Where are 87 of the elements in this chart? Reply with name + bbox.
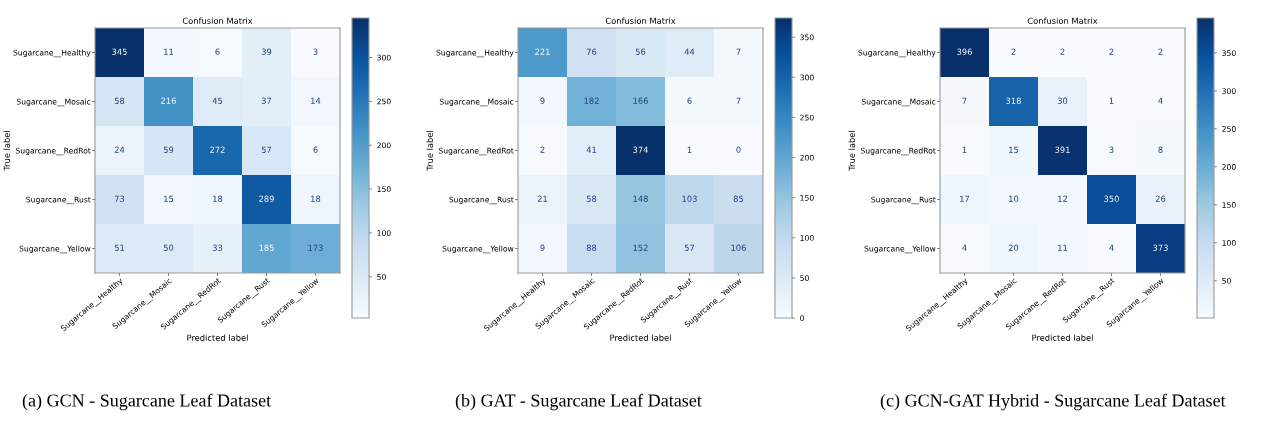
data-label: 30 [1057, 97, 1068, 104]
data-label: 173 [308, 244, 323, 251]
chart-title: Confusion Matrix [182, 17, 253, 24]
data-label: 1 [1109, 97, 1114, 104]
data-label: 216 [161, 97, 176, 104]
y-axis-title: True label [848, 131, 855, 171]
data-label: 106 [731, 244, 746, 251]
data-label: 56 [635, 48, 646, 55]
chart-title: Confusion Matrix [605, 17, 676, 24]
data-label: 50 [163, 244, 174, 251]
data-label: 11 [1058, 244, 1068, 251]
data-label: 73 [114, 195, 125, 202]
text: (c) GCN-GAT Hybrid - Sugarcane Leaf Dataset [880, 393, 1226, 411]
data-label: 58 [114, 97, 125, 104]
data-label: 289 [259, 195, 274, 202]
data-label: 24 [114, 146, 125, 153]
data-label: 350 [1104, 195, 1119, 202]
data-label: 15 [164, 195, 174, 202]
data-label: 85 [733, 195, 744, 202]
x-axis-title: Predicted label [1032, 334, 1093, 341]
x-axis-title: Predicted label [187, 334, 248, 341]
data-label: 3 [313, 48, 318, 55]
data-label: 33 [212, 244, 223, 251]
data-label: 1 [687, 146, 692, 153]
data-label: 221 [535, 48, 550, 55]
data-label: 18 [311, 195, 321, 202]
data-label: 4 [1158, 97, 1163, 104]
data-label: 345 [112, 48, 127, 55]
data-label: 185 [259, 244, 274, 251]
data-label: 6 [313, 146, 318, 153]
data-label: 57 [261, 146, 272, 153]
text: (a) GCN - Sugarcane Leaf Dataset [22, 393, 272, 411]
data-label: 1 [962, 146, 967, 153]
data-label: 14 [311, 97, 321, 104]
data-label: 152 [633, 244, 648, 251]
data-label: 39 [261, 48, 272, 55]
data-label: 391 [1055, 146, 1070, 153]
data-label: 373 [1153, 244, 1168, 251]
data-label: 76 [586, 48, 597, 55]
data-label: 4 [962, 244, 967, 251]
data-label: 4 [1109, 244, 1114, 251]
data-label: 45 [212, 97, 223, 104]
data-label: 20 [1008, 244, 1019, 251]
data-label: 17 [960, 195, 970, 202]
data-label: 7 [962, 97, 967, 104]
data-label: 58 [586, 195, 597, 202]
data-label: 12 [1058, 195, 1067, 202]
data-label: 44 [684, 48, 695, 55]
data-label: 88 [586, 244, 597, 251]
data-label: 2 [1060, 48, 1065, 55]
data-label: 9 [540, 244, 545, 251]
data-label: 7 [736, 97, 741, 104]
data-label: 396 [957, 48, 972, 55]
data-label: 8 [1158, 146, 1163, 153]
y-axis-title: True label [426, 131, 433, 171]
y-axis-title: True label [3, 131, 10, 171]
data-label: 18 [213, 195, 223, 202]
data-label: 10 [1009, 195, 1019, 202]
data-label: 166 [633, 97, 648, 104]
data-label: 6 [215, 48, 220, 55]
data-label: 103 [682, 195, 697, 202]
data-label: 182 [584, 97, 599, 104]
data-label: 15 [1009, 146, 1019, 153]
data-label: 2 [540, 146, 545, 153]
data-label: 0 [736, 146, 741, 153]
data-label: 6 [687, 97, 692, 104]
data-label: 11 [164, 48, 174, 55]
text: (b) GAT - Sugarcane Leaf Dataset [455, 393, 702, 411]
data-label: 7 [736, 48, 741, 55]
data-label: 41 [586, 146, 597, 153]
data-label: 2 [1158, 48, 1163, 55]
data-label: 272 [210, 146, 225, 153]
data-label: 2 [1109, 48, 1114, 55]
data-label: 51 [114, 244, 125, 251]
data-label: 59 [163, 146, 174, 153]
data-label: 57 [684, 244, 695, 251]
data-label: 2 [1011, 48, 1016, 55]
data-label: 3 [1109, 146, 1114, 153]
data-label: 148 [633, 195, 648, 202]
chart-title: Confusion Matrix [1027, 17, 1098, 24]
data-label: 21 [537, 195, 548, 202]
data-label: 374 [633, 146, 648, 153]
x-axis-title: Predicted label [610, 334, 671, 341]
data-label: 9 [540, 97, 545, 104]
data-label: 26 [1155, 195, 1166, 202]
data-label: 37 [261, 97, 272, 104]
data-label: 318 [1006, 97, 1021, 104]
